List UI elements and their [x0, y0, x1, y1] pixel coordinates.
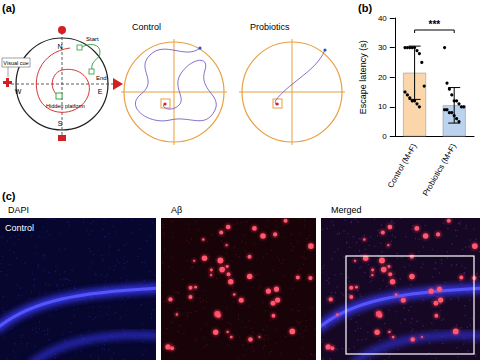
svg-text:0: 0 [382, 132, 387, 141]
svg-text:Control (M+F): Control (M+F) [386, 142, 419, 190]
svg-text:(b): (b) [358, 2, 372, 14]
svg-text:N: N [57, 43, 62, 50]
svg-text:30: 30 [378, 43, 387, 52]
svg-text:W: W [15, 88, 22, 95]
svg-text:Aβ: Aβ [171, 205, 182, 215]
svg-text:End: End [96, 75, 107, 81]
svg-text:***: *** [429, 19, 441, 30]
svg-text:DAPI: DAPI [8, 205, 29, 215]
svg-text:(c): (c) [2, 190, 16, 202]
svg-text:Visual cue: Visual cue [3, 60, 28, 66]
svg-text:S: S [58, 120, 63, 127]
svg-text:40: 40 [378, 14, 387, 23]
svg-text:Start: Start [86, 36, 99, 42]
svg-text:Control: Control [132, 22, 161, 32]
svg-text:10: 10 [378, 102, 387, 111]
svg-text:Hidden platform: Hidden platform [46, 103, 85, 109]
svg-text:(a): (a) [2, 2, 16, 14]
svg-text:Merged: Merged [331, 205, 362, 215]
svg-text:20: 20 [378, 73, 387, 82]
svg-text:Control: Control [5, 223, 34, 233]
svg-text:Probiotics: Probiotics [250, 22, 290, 32]
svg-text:E: E [98, 88, 103, 95]
svg-text:Probiotics (M+F): Probiotics (M+F) [421, 142, 458, 198]
svg-text:Escape latency (s): Escape latency (s) [358, 40, 368, 114]
